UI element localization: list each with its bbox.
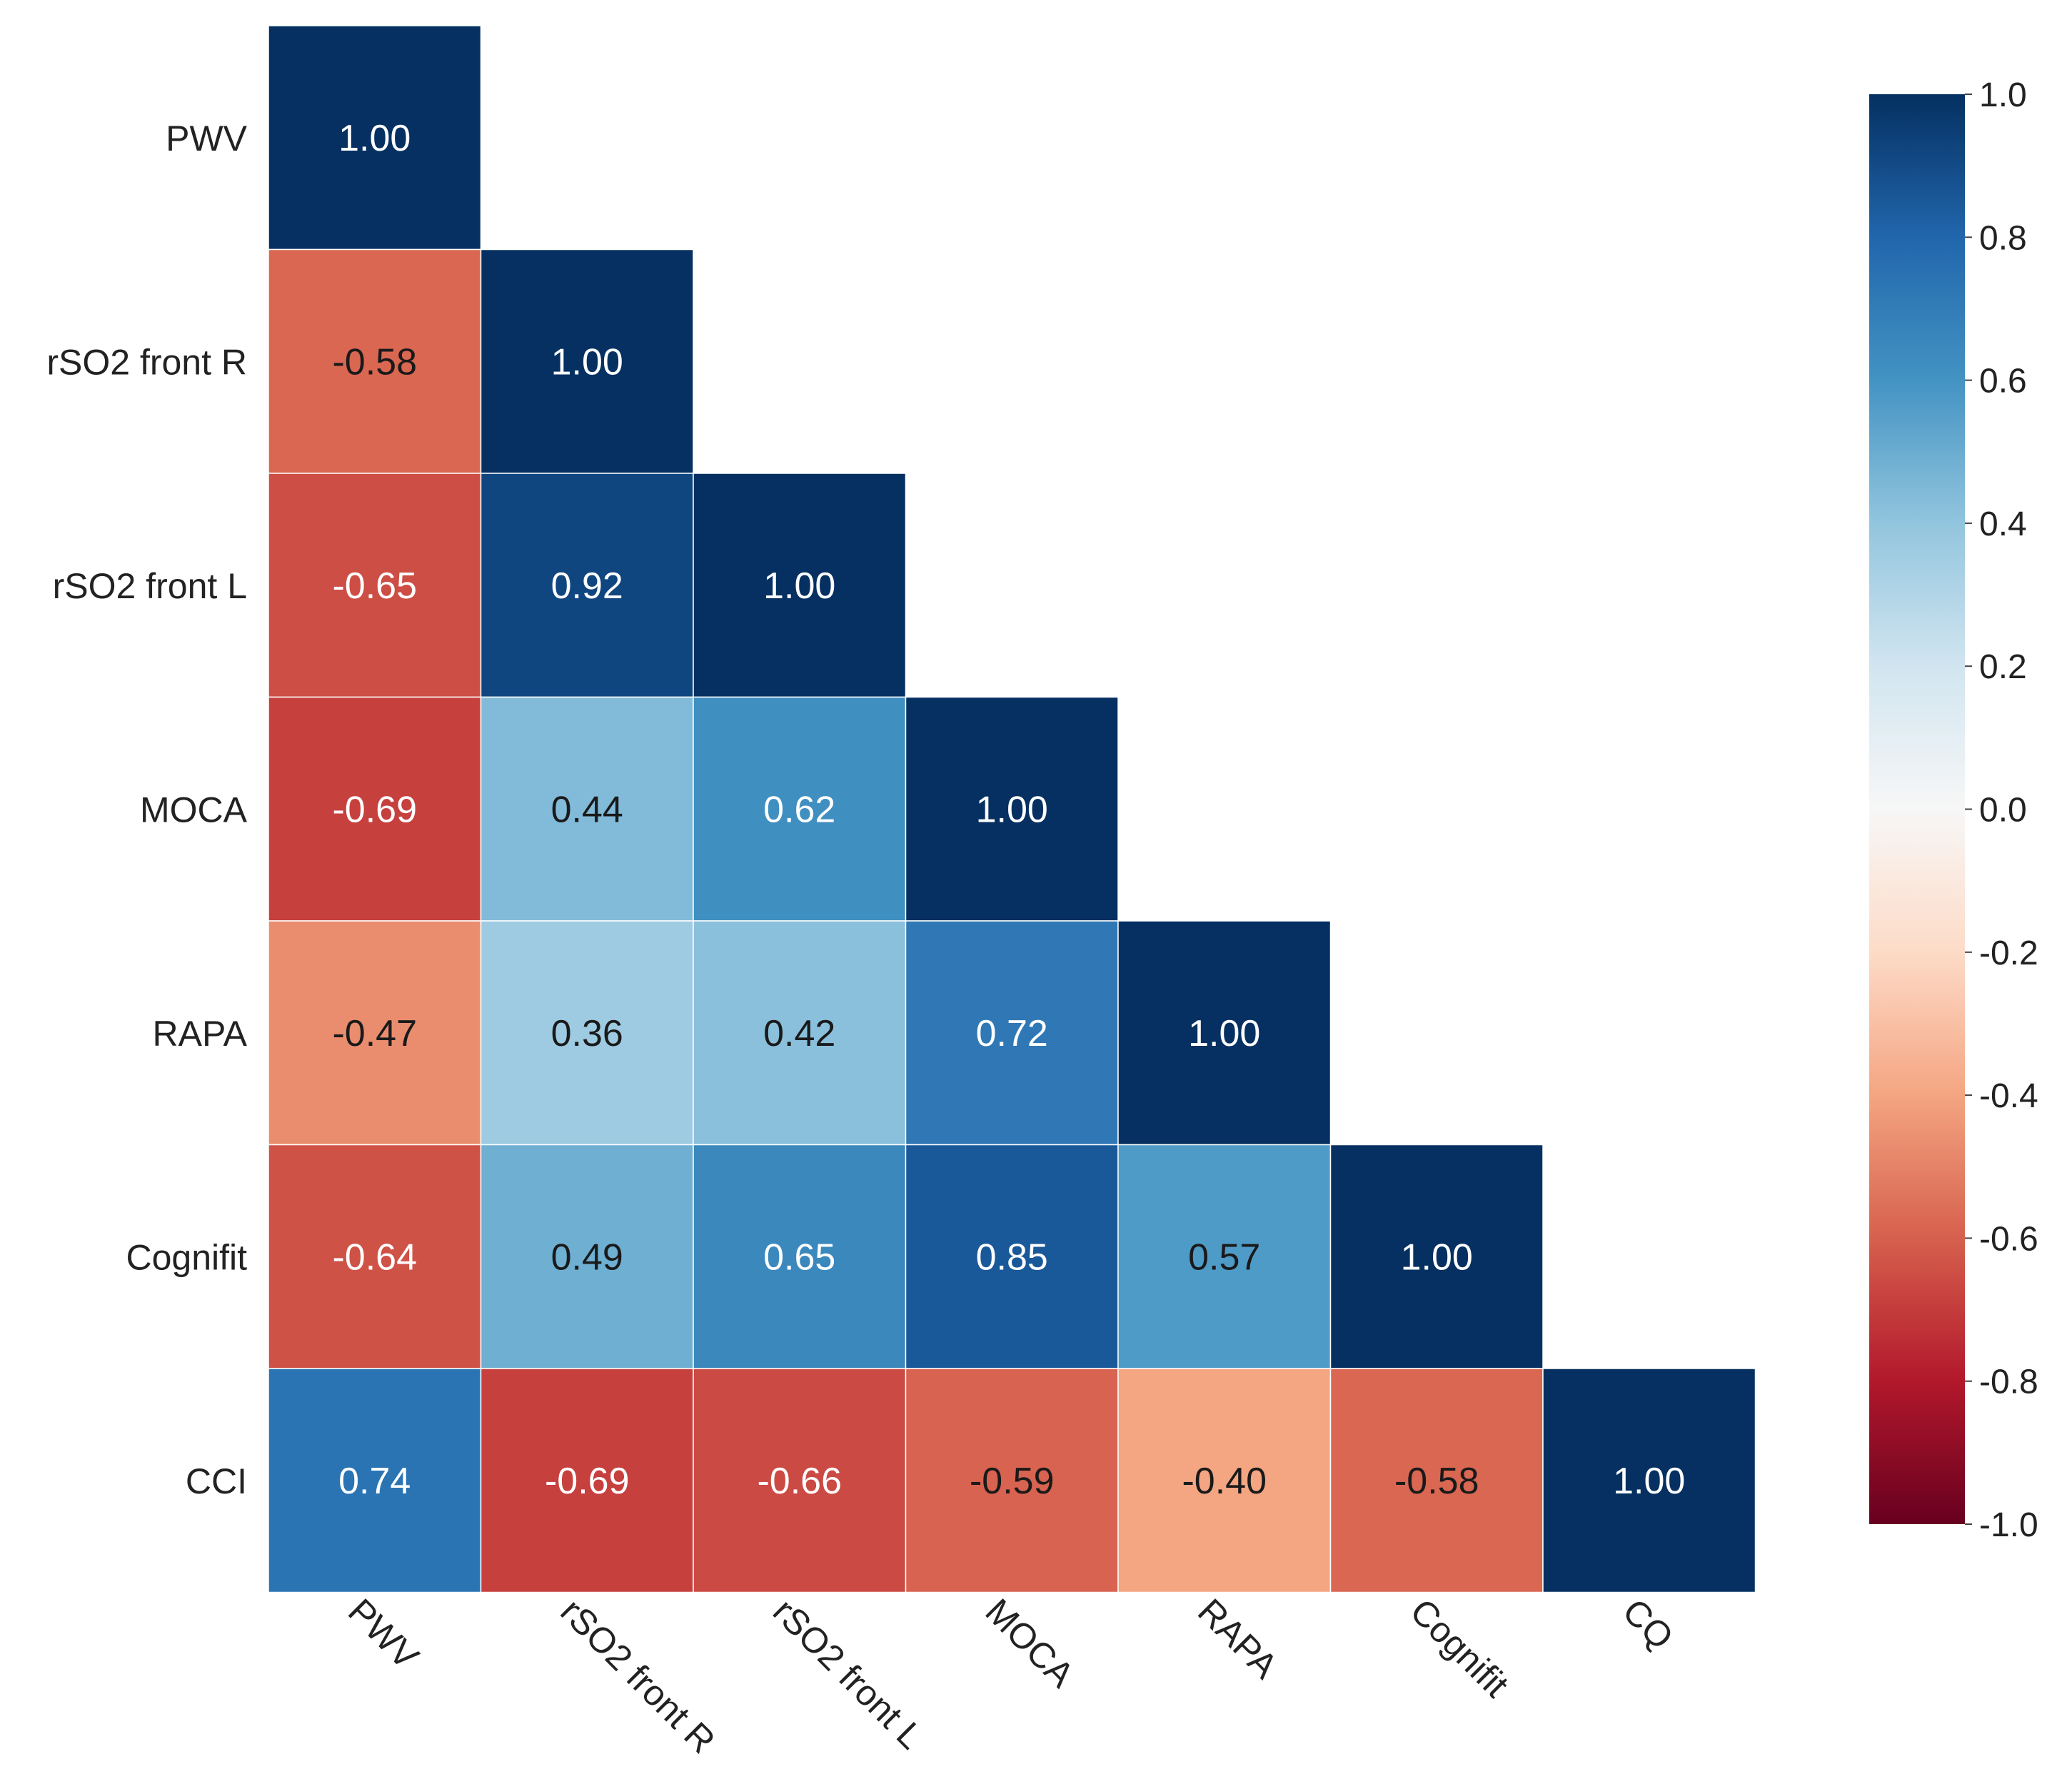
x-tick-label-pwv: PWV [341, 1591, 427, 1678]
heatmap-cell-3-0 [268, 696, 482, 922]
cell-value-label-6-0: 0.74 [338, 1461, 411, 1502]
heatmap-cells: 1.00 -0.58 1.00 -0.65 0.92 1.00 -0.69 0.44 0.62 1… [268, 25, 1756, 1593]
cell-value-label-6-3: -0.59 [970, 1461, 1055, 1502]
cell-value-label-0-0: 1.00 [338, 118, 411, 159]
heatmap-cell-2-1 [480, 473, 694, 698]
cell-value-label-2-2: 1.00 [763, 565, 835, 607]
cell-value-label-6-6: 1.00 [1613, 1461, 1685, 1502]
heatmap-cell-4-3 [905, 920, 1119, 1146]
heatmap-cell-1-1 [480, 248, 694, 474]
heatmap-cell-6-6 [1542, 1368, 1756, 1593]
heatmap-cell-2-0 [268, 473, 482, 698]
cell-value-label-4-4: 1.00 [1188, 1013, 1260, 1054]
heatmap-cell-6-5 [1329, 1368, 1544, 1593]
colorbar: 1.0 0.8 0.6 0.4 0.2 0.0 -0.2 -0.4 -0.6 -0.8 -1.0 [1869, 76, 2038, 1544]
colorbar-tick-label: -1.0 [1979, 1506, 2038, 1544]
cell-value-label-4-2: 0.42 [763, 1013, 835, 1054]
colorbar-gradient [1869, 94, 1965, 1524]
cell-value-label-3-1: 0.44 [551, 789, 623, 830]
colorbar-tick-label: 0.6 [1979, 363, 2027, 400]
y-tick-label-cognifit: Cognifit [126, 1237, 247, 1277]
cell-value-label-4-0: -0.47 [332, 1013, 417, 1054]
y-tick-label-rso2-front-l: rSO2 front L [53, 566, 247, 606]
cell-value-label-2-0: -0.65 [332, 565, 417, 607]
heatmap-cell-3-1 [480, 696, 694, 922]
colorbar-tick-label: 0.8 [1979, 219, 2027, 257]
x-tick-label-rso2-front-r: rSO2 front R [553, 1591, 723, 1761]
cell-value-label-1-1: 1.00 [551, 341, 623, 383]
heatmap-cell-6-1 [480, 1368, 694, 1593]
y-tick-label-cci: CCI [186, 1461, 247, 1501]
cell-value-label-3-0: -0.69 [332, 789, 417, 830]
colorbar-tick-label: 1.0 [1979, 76, 2027, 114]
heatmap-cell-4-1 [480, 920, 694, 1146]
cell-value-label-5-1: 0.49 [551, 1236, 623, 1278]
cell-value-label-1-0: -0.58 [332, 341, 417, 383]
cell-value-label-3-2: 0.62 [763, 789, 835, 830]
x-tick-label-moca: MOCA [977, 1591, 1082, 1695]
x-tick-label-cq: CQ [1615, 1591, 1681, 1658]
cell-value-label-4-1: 0.36 [551, 1013, 623, 1054]
y-axis-labels: PWV rSO2 front R rSO2 front L MOCA RAPA Cogni… [46, 119, 247, 1501]
colorbar-tick-label: -0.4 [1979, 1077, 2038, 1115]
heatmap-cell-4-4 [1117, 920, 1332, 1146]
heatmap-cell-5-5 [1329, 1144, 1544, 1369]
y-tick-label-rapa: RAPA [153, 1014, 248, 1054]
cell-value-label-6-1: -0.69 [545, 1461, 630, 1502]
heatmap-cell-5-4 [1117, 1144, 1332, 1369]
y-tick-label-moca: MOCA [140, 790, 248, 830]
heatmap-cell-4-2 [693, 920, 907, 1146]
x-axis-labels: PWV rSO2 front R rSO2 front L MOCA RAPA Cogni… [341, 1591, 1681, 1761]
cell-value-label-5-0: -0.64 [332, 1236, 417, 1278]
cell-value-label-5-5: 1.00 [1401, 1236, 1473, 1278]
heatmap-cell-5-1 [480, 1144, 694, 1369]
y-tick-label-rso2-front-r: rSO2 front R [46, 342, 247, 382]
cell-value-label-5-4: 0.57 [1188, 1236, 1260, 1278]
heatmap-cell-5-2 [693, 1144, 907, 1369]
cell-value-label-2-1: 0.92 [551, 565, 623, 607]
heatmap-cell-1-0 [268, 248, 482, 474]
heatmap-cell-6-4 [1117, 1368, 1332, 1593]
heatmap-cell-3-3 [905, 696, 1119, 922]
heatmap-cell-6-0 [268, 1368, 482, 1593]
cell-value-label-5-3: 0.85 [976, 1236, 1048, 1278]
cell-value-label-5-2: 0.65 [763, 1236, 835, 1278]
colorbar-tick-label: 0.2 [1979, 648, 2027, 686]
x-tick-label-rso2-front-l: rSO2 front L [765, 1591, 931, 1757]
heatmap-cell-5-3 [905, 1144, 1119, 1369]
colorbar-tick-label: 0.0 [1979, 792, 2027, 830]
colorbar-ticks: 1.0 0.8 0.6 0.4 0.2 0.0 -0.2 -0.4 -0.6 -0.8 -1.0 [1965, 76, 2038, 1544]
colorbar-tick-label: -0.8 [1979, 1364, 2038, 1401]
cell-value-label-6-5: -0.58 [1394, 1461, 1479, 1502]
x-tick-label-rapa: RAPA [1190, 1591, 1286, 1687]
colorbar-tick-label: -0.6 [1979, 1220, 2038, 1258]
heatmap-cell-0-0 [268, 25, 482, 251]
heatmap-cell-2-2 [693, 473, 907, 698]
heatmap-cell-5-0 [268, 1144, 482, 1369]
colorbar-tick-label: -0.2 [1979, 934, 2038, 972]
colorbar-tick-label: 0.4 [1979, 505, 2027, 543]
x-tick-label-cognifit: Cognifit [1402, 1591, 1517, 1705]
cell-value-label-4-3: 0.72 [976, 1013, 1048, 1054]
cell-value-label-6-2: -0.66 [757, 1461, 842, 1502]
heatmap-cell-6-3 [905, 1368, 1119, 1593]
cell-value-label-6-4: -0.40 [1182, 1461, 1267, 1502]
cell-value-label-3-3: 1.00 [976, 789, 1048, 830]
y-tick-label-pwv: PWV [166, 119, 248, 158]
